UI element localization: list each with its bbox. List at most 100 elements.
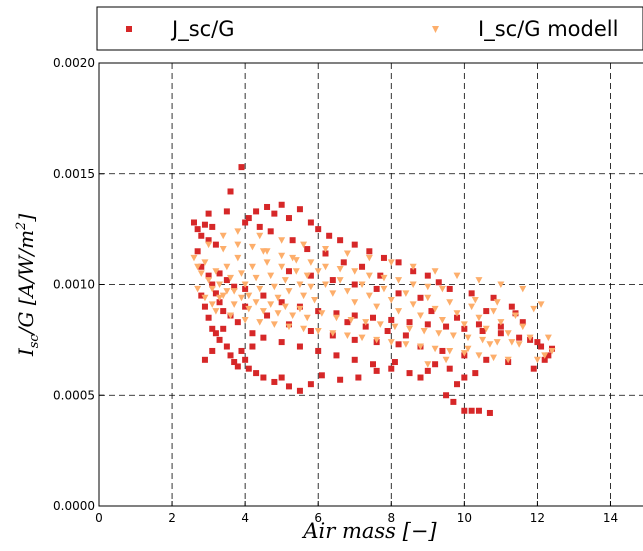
data-point-series-1	[190, 219, 197, 226]
y-tick-label: 0.0015	[53, 167, 95, 181]
data-point-series-2	[351, 299, 359, 306]
data-point-series-1	[486, 409, 493, 416]
data-point-series-2	[311, 297, 319, 304]
data-point-series-1	[545, 352, 552, 359]
data-point-series-1	[461, 325, 468, 332]
data-point-series-2	[208, 285, 216, 293]
data-point-series-1	[315, 308, 322, 315]
data-point-series-2	[270, 283, 278, 291]
data-point-series-2	[205, 241, 213, 249]
data-point-series-1	[483, 308, 490, 315]
data-point-series-2	[336, 277, 344, 284]
data-point-series-2	[508, 339, 516, 346]
data-point-series-1	[201, 356, 208, 363]
data-point-series-2	[329, 290, 337, 297]
y-tick-label: 0.0005	[53, 388, 95, 402]
data-point-series-1	[271, 210, 278, 217]
data-point-series-1	[198, 292, 205, 299]
data-point-series-2	[519, 285, 527, 293]
data-point-series-1	[497, 323, 504, 330]
data-point-series-1	[417, 374, 424, 381]
data-point-series-2	[300, 292, 308, 300]
data-point-series-2	[248, 263, 256, 271]
data-point-series-2	[278, 252, 286, 260]
data-point-series-2	[402, 341, 410, 348]
data-point-series-2	[216, 281, 224, 288]
data-point-series-2	[406, 325, 414, 333]
data-point-series-1	[519, 319, 526, 326]
data-point-series-2	[234, 254, 242, 262]
data-point-series-2	[511, 312, 519, 320]
data-point-series-1	[472, 370, 479, 377]
data-point-series-1	[417, 294, 424, 301]
data-point-series-1	[242, 285, 249, 292]
data-point-series-1	[278, 201, 285, 208]
data-point-series-1	[395, 341, 402, 348]
data-point-series-1	[468, 407, 475, 414]
y-axis-label-sup: 2	[14, 222, 29, 231]
data-point-series-2	[533, 356, 541, 364]
data-point-series-2	[402, 290, 410, 297]
data-point-series-2	[318, 310, 326, 317]
data-point-series-1	[267, 228, 274, 235]
data-point-series-2	[292, 268, 300, 275]
data-point-series-2	[490, 354, 498, 362]
data-point-series-2	[245, 292, 253, 300]
x-tick-label: 10	[457, 511, 472, 525]
data-point-series-1	[366, 248, 373, 255]
x-tick-label: 0	[95, 511, 103, 525]
x-tick-label: 6	[314, 511, 322, 525]
data-point-series-2	[201, 259, 209, 266]
data-point-series-1	[406, 319, 413, 326]
data-point-series-1	[388, 316, 395, 323]
data-point-series-1	[264, 312, 271, 319]
data-point-series-1	[446, 285, 453, 292]
data-point-series-1	[238, 164, 245, 171]
data-point-series-1	[359, 263, 366, 270]
x-tick-label: 8	[387, 511, 395, 525]
data-point-series-1	[296, 343, 303, 350]
data-point-series-1	[285, 268, 292, 275]
data-point-series-2	[292, 257, 300, 264]
data-point-series-1	[223, 208, 230, 215]
data-point-series-2	[391, 323, 399, 331]
data-point-series-2	[194, 285, 202, 293]
data-point-series-2	[230, 301, 238, 308]
data-point-series-2	[475, 314, 483, 322]
data-point-series-2	[278, 237, 286, 244]
data-point-series-2	[541, 352, 549, 359]
data-point-series-2	[460, 350, 468, 357]
data-point-series-2	[442, 356, 450, 364]
data-point-series-2	[281, 303, 289, 311]
data-point-series-2	[453, 272, 461, 280]
data-point-series-2	[424, 283, 432, 291]
data-point-series-1	[370, 314, 376, 321]
data-point-series-2	[329, 330, 337, 337]
data-points	[190, 164, 556, 416]
data-point-series-1	[391, 359, 398, 366]
data-point-series-2	[230, 288, 238, 295]
data-point-series-1	[450, 398, 457, 405]
data-point-series-1	[212, 290, 219, 297]
data-point-series-1	[216, 270, 223, 277]
data-point-series-2	[234, 241, 242, 249]
data-point-series-1	[245, 215, 252, 222]
data-point-series-2	[460, 321, 468, 328]
data-point-series-2	[190, 254, 198, 262]
data-point-series-1	[329, 277, 336, 284]
data-point-series-1	[289, 237, 296, 244]
data-point-series-2	[223, 288, 231, 295]
data-point-series-2	[219, 246, 227, 253]
data-point-series-1	[475, 407, 482, 414]
data-point-series-1	[461, 407, 468, 414]
data-point-series-2	[358, 281, 366, 288]
data-point-series-1	[475, 321, 482, 328]
data-point-series-1	[337, 376, 344, 383]
data-point-series-1	[245, 365, 252, 372]
data-point-series-2	[343, 332, 351, 339]
data-point-series-1	[234, 319, 241, 326]
data-point-series-2	[409, 281, 417, 288]
data-point-series-1	[227, 352, 234, 359]
data-point-series-1	[194, 226, 201, 233]
data-point-series-1	[238, 347, 245, 354]
